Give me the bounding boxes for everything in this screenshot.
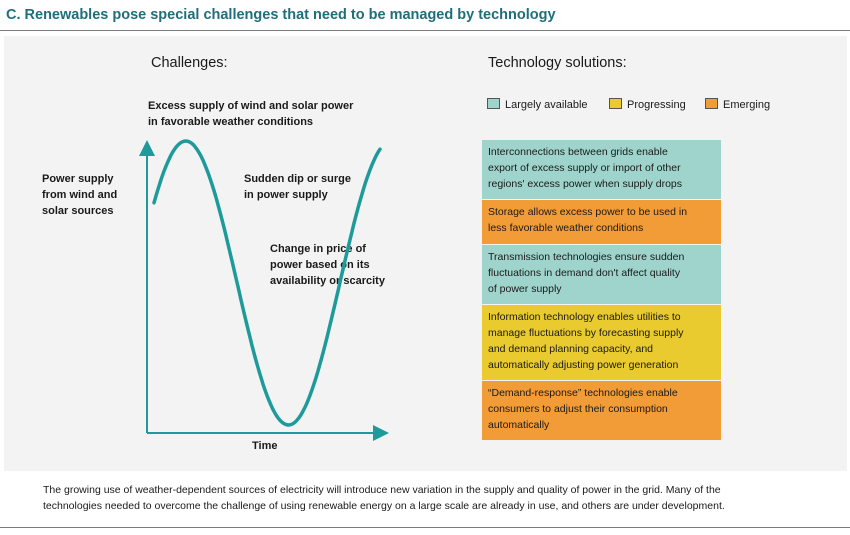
- solution-line: of power supply: [488, 283, 562, 295]
- solution-line: export of excess supply or import of oth…: [488, 162, 681, 174]
- price-label-line: availability or scarcity: [270, 275, 385, 287]
- footer-line: technologies needed to overcome the chal…: [43, 500, 725, 512]
- y-axis-label-line: Power supply: [42, 173, 114, 185]
- solutions-heading: Technology solutions:: [488, 55, 627, 71]
- solution-line: consumers to adjust their consumption: [488, 403, 668, 415]
- solution-line: and demand planning capacity, and: [488, 343, 654, 355]
- bottom-rule: [0, 527, 850, 528]
- solution-line: fluctuations in demand don't affect qual…: [488, 267, 681, 279]
- peak-label: Excess supply of wind and solar power in…: [148, 98, 353, 130]
- solution-line: regions' excess power when supply drops: [488, 178, 683, 190]
- solution-line: less favorable weather conditions: [488, 222, 644, 234]
- solution-box: Transmission technologies ensure sudden …: [482, 245, 721, 304]
- solution-line: automatically: [488, 419, 550, 431]
- x-axis-label: Time: [252, 440, 278, 452]
- dip-label-line: Sudden dip or surge: [244, 173, 351, 185]
- legend-swatch: [609, 98, 622, 109]
- dip-label: Sudden dip or surge in power supply: [244, 171, 351, 203]
- dip-label-line: in power supply: [244, 189, 328, 201]
- solution-box: “Demand-response” technologies enable co…: [482, 381, 721, 440]
- legend-label: Emerging: [723, 99, 771, 111]
- solution-line: manage fluctuations by forecasting suppl…: [488, 327, 684, 339]
- solution-line: Information technology enables utilities…: [488, 311, 681, 323]
- peak-label-line: Excess supply of wind and solar power: [148, 100, 354, 112]
- solution-box: Interconnections between grids enable ex…: [482, 140, 721, 199]
- solution-line: Transmission technologies ensure sudden: [488, 251, 685, 263]
- legend-label: Largely available: [505, 99, 588, 111]
- legend-swatch: [487, 98, 500, 109]
- challenges-heading: Challenges:: [151, 55, 228, 71]
- solution-line: Interconnections between grids enable: [488, 146, 668, 158]
- solution-line: Storage allows excess power to be used i…: [488, 206, 688, 218]
- supply-wave: [152, 139, 382, 427]
- solution-line: “Demand-response” technologies enable: [488, 387, 678, 399]
- y-axis-label-line: from wind and: [42, 189, 118, 201]
- price-label-line: Change in price of: [270, 243, 366, 255]
- exhibit-title: C. Renewables pose special challenges th…: [6, 7, 556, 23]
- solution-box: Storage allows excess power to be used i…: [482, 200, 721, 244]
- solution-line: automatically adjusting power generation: [488, 359, 679, 371]
- legend-swatch: [705, 98, 718, 109]
- header-bar: C. Renewables pose special challenges th…: [0, 0, 850, 31]
- legend-label: Progressing: [627, 99, 686, 111]
- peak-label-line: in favorable weather conditions: [148, 116, 314, 128]
- footer-note: The growing use of weather-dependent sou…: [43, 482, 823, 514]
- legend-item: Largely available: [487, 98, 588, 111]
- legend-item: Progressing: [609, 98, 686, 111]
- y-axis-label: Power supply from wind and solar sources: [42, 171, 117, 219]
- footer-line: The growing use of weather-dependent sou…: [43, 484, 721, 496]
- y-axis-label-line: solar sources: [42, 205, 114, 217]
- solution-box: Information technology enables utilities…: [482, 305, 721, 380]
- legend-item: Emerging: [705, 98, 770, 111]
